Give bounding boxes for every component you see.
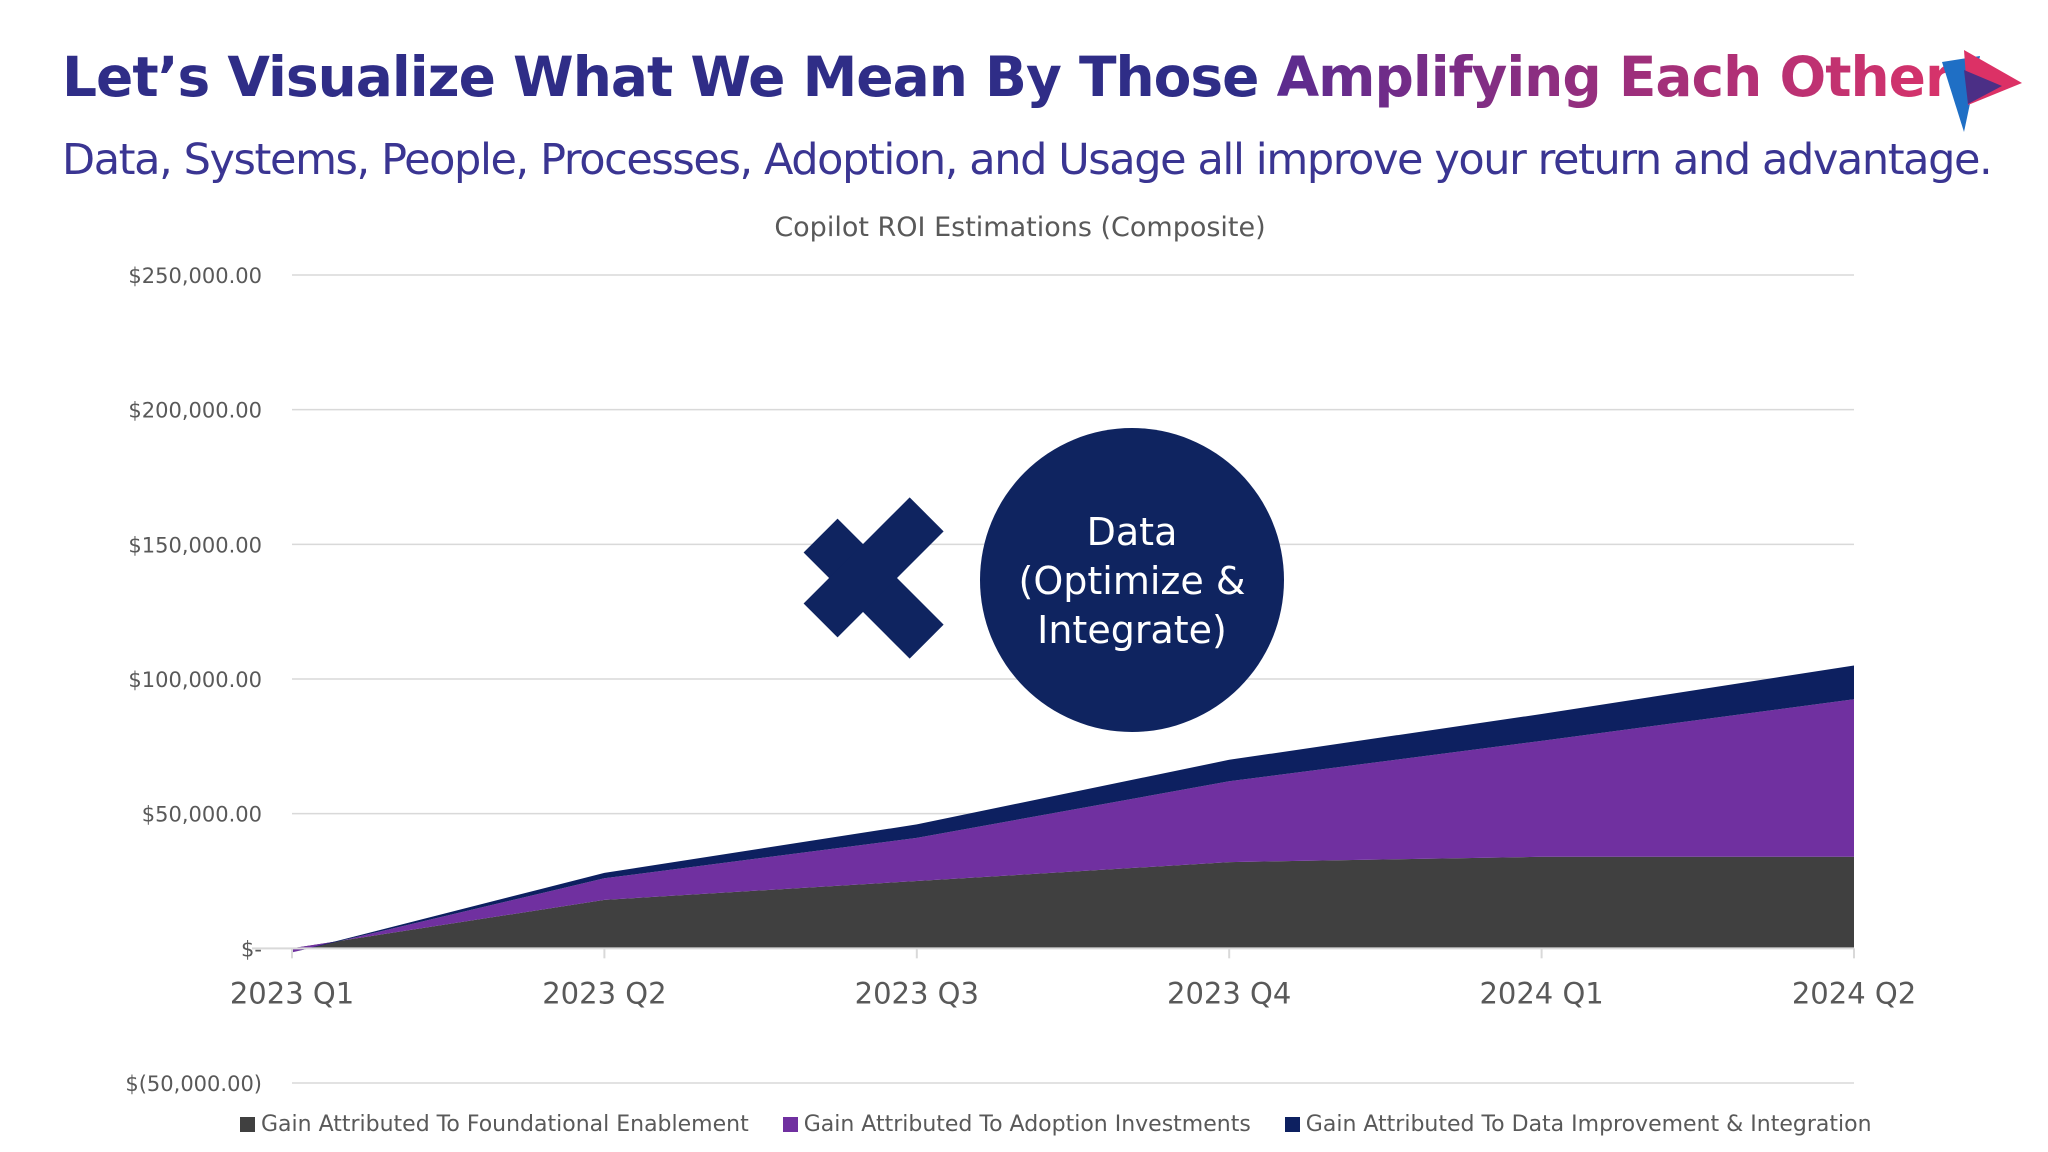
legend-swatch <box>1284 1117 1300 1132</box>
chart-title: Copilot ROI Estimations (Composite) <box>774 212 1265 243</box>
chart-areas <box>292 665 1854 953</box>
y-tick-label: $- <box>241 937 262 961</box>
data-badge-circle <box>980 428 1284 732</box>
slide-subtitle: Data, Systems, People, Processes, Adopti… <box>62 135 1993 185</box>
y-tick-label: $200,000.00 <box>128 399 262 423</box>
legend-label: Gain Attributed To Adoption Investments <box>803 1112 1251 1137</box>
y-tick-label: $250,000.00 <box>128 264 262 288</box>
x-tick-label: 2024 Q2 <box>1792 976 1916 1010</box>
play-triangle-logo-icon <box>1942 50 2022 132</box>
logo-purple-shape <box>1964 70 2002 104</box>
y-axis-tick-labels: $250,000.00 $200,000.00 $150,000.00 $100,00… <box>125 264 262 1096</box>
multiply-icon <box>803 497 944 659</box>
multiply-icon-bar-2 <box>803 497 944 638</box>
data-badge-line-3: Integrate) <box>1037 608 1227 652</box>
legend-label: Gain Attributed To Foundational Enableme… <box>261 1112 749 1137</box>
legend-item-3: Gain Attributed To Data Improvement & In… <box>1284 1112 1872 1137</box>
chart-legend: Gain Attributed To Foundational Enableme… <box>240 1112 1906 1137</box>
x-tick-label: 2024 Q1 <box>1479 976 1603 1010</box>
slide-title-main: Let’s Visualize What We Mean By Those <box>62 45 1277 109</box>
x-tick-label: 2023 Q1 <box>230 976 354 1010</box>
y-tick-label: $50,000.00 <box>142 803 262 827</box>
chart-overlay: Data (Optimize & Integrate) <box>803 428 1284 732</box>
x-axis: 2023 Q1 2023 Q2 2023 Q3 2023 Q4 2024 Q1 2024 … <box>230 947 1916 1010</box>
legend-label: Gain Attributed To Data Improvement & In… <box>1305 1112 1872 1137</box>
legend-item-2: Gain Attributed To Adoption Investments <box>782 1112 1251 1137</box>
legend-swatch <box>240 1117 255 1132</box>
x-tick-label: 2023 Q4 <box>1167 976 1291 1010</box>
slide-title: Let’s Visualize What We Mean By Those Am… <box>62 45 1952 109</box>
x-tick-label: 2023 Q3 <box>855 976 979 1010</box>
y-tick-label: $150,000.00 <box>128 533 262 557</box>
data-badge-line-2: (Optimize & <box>1019 559 1246 603</box>
y-tick-label: $(50,000.00) <box>125 1072 262 1096</box>
area-series-2 <box>292 699 1854 953</box>
slide-title-highlight: Amplifying Each Other <box>1276 45 1952 109</box>
area-series-3 <box>292 665 1854 953</box>
y-tick-label: $100,000.00 <box>128 668 262 692</box>
area-series-1 <box>292 856 1854 949</box>
legend-swatch <box>782 1117 798 1132</box>
legend-item-1: Gain Attributed To Foundational Enableme… <box>240 1112 749 1137</box>
data-badge-line-1: Data <box>1087 510 1178 554</box>
x-tick-label: 2023 Q2 <box>542 976 666 1010</box>
